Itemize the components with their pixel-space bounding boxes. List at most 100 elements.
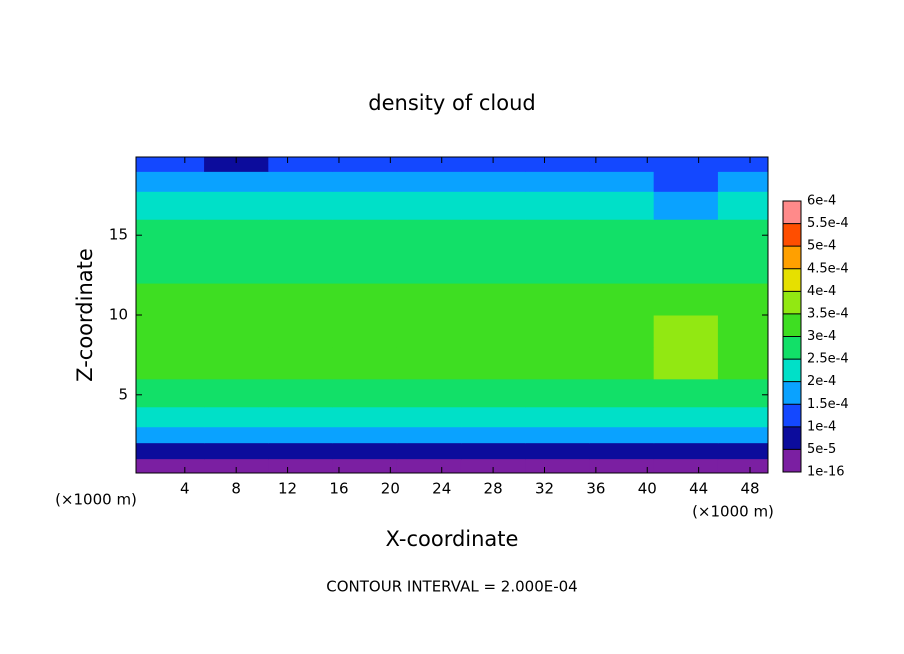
field-cell — [460, 219, 526, 252]
field-cell — [589, 219, 655, 252]
colorbar-swatch — [783, 268, 801, 292]
y-unit: (×1000 m) — [55, 491, 137, 509]
x-tick-label: 28 — [484, 480, 503, 498]
colorbar-label: 2e-4 — [807, 374, 836, 389]
colorbar-swatch — [783, 313, 801, 337]
field-cell — [136, 315, 205, 348]
colorbar-label: 4.5e-4 — [807, 261, 849, 276]
colorbar-label: 1.5e-4 — [807, 397, 849, 412]
colorbar-swatch — [783, 426, 801, 450]
field-cell — [653, 315, 719, 348]
field-cell — [525, 171, 590, 192]
colorbar-swatch — [783, 449, 801, 472]
field-cell — [525, 283, 590, 316]
x-tick-label: 44 — [689, 480, 708, 498]
y-tick-label: 5 — [118, 385, 128, 403]
field-cell — [717, 378, 769, 408]
field-cell — [136, 219, 205, 252]
field-cell — [268, 315, 334, 348]
field-cell — [268, 378, 334, 408]
field-cell — [525, 157, 590, 172]
x-tick-label: 36 — [586, 480, 605, 498]
field-cell — [204, 426, 269, 444]
field-cell — [396, 171, 462, 192]
colorbar-swatch — [783, 404, 801, 427]
field-cell — [589, 315, 655, 348]
field-cell — [717, 251, 769, 284]
field-cell — [204, 283, 269, 316]
footer-note: CONTOUR INTERVAL = 2.000E-04 — [326, 578, 577, 596]
colorbar-label: 5e-5 — [807, 442, 836, 457]
field-cell — [589, 346, 655, 380]
colorbar-label: 4e-4 — [807, 284, 836, 299]
x-tick-label: 4 — [180, 480, 190, 498]
field-cell — [136, 346, 205, 380]
field-cell — [136, 283, 205, 316]
field-cell — [204, 191, 269, 220]
field-cell — [332, 426, 398, 444]
field-cell — [396, 346, 462, 380]
field-cell — [653, 378, 719, 408]
field-cell — [525, 251, 590, 284]
field-cell — [589, 458, 655, 474]
field-cell — [204, 378, 269, 408]
field-cell — [653, 346, 719, 380]
field-cell — [332, 315, 398, 348]
field-cell — [717, 442, 769, 460]
field-cell — [332, 157, 398, 172]
colorbar-swatch — [783, 359, 801, 382]
field-cell — [332, 378, 398, 408]
field-cell — [396, 315, 462, 348]
field-cell — [653, 442, 719, 460]
field-cell — [268, 219, 334, 252]
field-cell — [396, 157, 462, 172]
field-cell — [268, 251, 334, 284]
colorbar-label: 2.5e-4 — [807, 352, 849, 367]
colorbar-label: 5e-4 — [807, 239, 836, 254]
x-tick-label: 48 — [740, 480, 759, 498]
field-cell — [460, 283, 526, 316]
field-cell — [525, 442, 590, 460]
field-cell — [460, 171, 526, 192]
field-cell — [396, 406, 462, 428]
colorbar-swatch — [783, 291, 801, 314]
field-cell — [653, 191, 719, 220]
field-cell — [589, 406, 655, 428]
field-cell — [717, 315, 769, 348]
field-cell — [396, 191, 462, 220]
field-cell — [525, 426, 590, 444]
field-cell — [460, 458, 526, 474]
field-cell — [717, 171, 769, 192]
colorbar-label: 5.5e-4 — [807, 216, 849, 231]
field-cell — [717, 219, 769, 252]
field-cell — [396, 426, 462, 444]
field-cell — [396, 283, 462, 316]
field-cell — [332, 171, 398, 192]
x-tick-label: 40 — [638, 480, 657, 498]
colorbar-swatch — [783, 381, 801, 405]
field-cell — [717, 406, 769, 428]
field-cell — [525, 346, 590, 380]
field-cell — [653, 171, 719, 192]
y-tick-label: 15 — [109, 226, 128, 244]
x-axis-label: X-coordinate — [386, 527, 519, 551]
colorbar-label: 3e-4 — [807, 329, 836, 344]
field-cell — [332, 191, 398, 220]
field-cell — [460, 426, 526, 444]
field-cell — [204, 251, 269, 284]
field-cell — [717, 191, 769, 220]
field-cell — [525, 219, 590, 252]
field-cell — [460, 346, 526, 380]
field-cell — [525, 378, 590, 408]
field-cell — [204, 346, 269, 380]
colorbar-swatch — [783, 246, 801, 269]
field-cell — [136, 426, 205, 444]
field-cell — [589, 378, 655, 408]
chart-title: density of cloud — [368, 91, 535, 115]
field-cell — [589, 251, 655, 284]
colorbar-label: 3.5e-4 — [807, 306, 849, 321]
colorbar-swatch — [783, 336, 801, 360]
field-cell — [460, 191, 526, 220]
field-cell — [460, 157, 526, 172]
